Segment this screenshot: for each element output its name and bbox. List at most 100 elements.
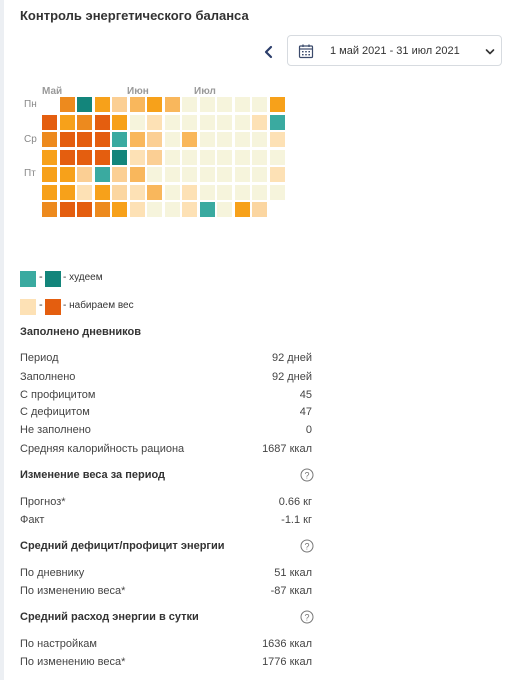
help-icon[interactable]: ? (300, 539, 314, 553)
heatmap-cell[interactable] (182, 184, 197, 200)
heatmap-cell[interactable] (234, 132, 250, 147)
heatmap-cell[interactable] (217, 202, 232, 217)
heatmap-cell[interactable] (59, 132, 75, 147)
heatmap-cell[interactable] (217, 114, 232, 130)
heatmap-cell[interactable] (59, 184, 75, 200)
heatmap-cell[interactable] (59, 149, 75, 165)
heatmap-cell[interactable] (199, 132, 215, 147)
heatmap-cell[interactable] (77, 202, 92, 217)
heatmap-cell[interactable] (269, 97, 285, 112)
heatmap-cell[interactable] (129, 184, 145, 200)
heatmap-cell[interactable] (252, 202, 267, 217)
heatmap-cell[interactable] (77, 114, 92, 130)
heatmap-cell[interactable] (77, 167, 92, 182)
heatmap-cell[interactable] (112, 149, 127, 165)
help-icon[interactable]: ? (300, 468, 314, 482)
heatmap-cell[interactable] (234, 149, 250, 165)
heatmap-cell[interactable] (59, 202, 75, 217)
heatmap-cell[interactable] (112, 97, 127, 112)
heatmap-cell[interactable] (59, 167, 75, 182)
heatmap-cell[interactable] (269, 114, 285, 130)
heatmap-cell[interactable] (217, 132, 232, 147)
heatmap-cell[interactable] (234, 167, 250, 182)
heatmap-cell[interactable] (182, 97, 197, 112)
heatmap-cell[interactable] (164, 149, 180, 165)
heatmap-cell[interactable] (94, 114, 110, 130)
heatmap-cell[interactable] (94, 202, 110, 217)
heatmap-cell[interactable] (252, 167, 267, 182)
heatmap-cell[interactable] (112, 184, 127, 200)
heatmap-cell[interactable] (234, 202, 250, 217)
heatmap-cell[interactable] (164, 97, 180, 112)
heatmap-cell[interactable] (217, 184, 232, 200)
heatmap-cell[interactable] (182, 132, 197, 147)
heatmap-cell[interactable] (94, 184, 110, 200)
heatmap-cell[interactable] (199, 149, 215, 165)
heatmap-cell[interactable] (269, 184, 285, 200)
heatmap-cell[interactable] (94, 97, 110, 112)
heatmap-cell[interactable] (112, 167, 127, 182)
heatmap-cell[interactable] (147, 97, 162, 112)
heatmap-cell[interactable] (147, 149, 162, 165)
heatmap-cell[interactable] (42, 114, 57, 130)
heatmap-cell[interactable] (77, 97, 92, 112)
heatmap-cell[interactable] (129, 114, 145, 130)
heatmap-cell[interactable] (112, 114, 127, 130)
heatmap-cell[interactable] (77, 132, 92, 147)
heatmap-cell[interactable] (42, 132, 57, 147)
heatmap-cell[interactable] (147, 167, 162, 182)
heatmap-cell[interactable] (164, 184, 180, 200)
heatmap-cell[interactable] (199, 114, 215, 130)
heatmap-cell[interactable] (182, 149, 197, 165)
heatmap-cell[interactable] (147, 132, 162, 147)
heatmap-cell[interactable] (234, 114, 250, 130)
prev-period-button[interactable] (262, 44, 276, 60)
heatmap-cell[interactable] (42, 167, 57, 182)
heatmap-cell[interactable] (94, 149, 110, 165)
heatmap-cell[interactable] (164, 132, 180, 147)
heatmap-cell[interactable] (147, 184, 162, 200)
heatmap-cell[interactable] (199, 202, 215, 217)
heatmap-cell[interactable] (182, 167, 197, 182)
heatmap-cell[interactable] (164, 202, 180, 217)
heatmap-cell[interactable] (94, 167, 110, 182)
heatmap-cell[interactable] (269, 149, 285, 165)
heatmap-cell[interactable] (217, 167, 232, 182)
heatmap-cell[interactable] (217, 97, 232, 112)
heatmap-cell[interactable] (182, 202, 197, 217)
heatmap-cell[interactable] (147, 114, 162, 130)
heatmap-cell[interactable] (164, 167, 180, 182)
heatmap-cell[interactable] (269, 167, 285, 182)
heatmap-cell[interactable] (199, 97, 215, 112)
heatmap-cell[interactable] (252, 114, 267, 130)
heatmap-cell[interactable] (112, 132, 127, 147)
heatmap-cell[interactable] (234, 184, 250, 200)
heatmap-cell[interactable] (42, 184, 57, 200)
heatmap-cell[interactable] (59, 97, 75, 112)
heatmap-cell[interactable] (77, 149, 92, 165)
heatmap-cell[interactable] (129, 97, 145, 112)
heatmap-cell[interactable] (182, 114, 197, 130)
heatmap-cell[interactable] (147, 202, 162, 217)
date-range-select[interactable]: 1 май 2021 - 31 июл 2021 (287, 35, 502, 66)
heatmap-cell[interactable] (217, 149, 232, 165)
heatmap-cell[interactable] (129, 167, 145, 182)
heatmap-cell[interactable] (129, 149, 145, 165)
heatmap-cell[interactable] (164, 114, 180, 130)
heatmap-cell[interactable] (94, 132, 110, 147)
heatmap-cell[interactable] (199, 167, 215, 182)
heatmap-cell[interactable] (77, 184, 92, 200)
heatmap-cell[interactable] (42, 202, 57, 217)
heatmap-cell[interactable] (199, 184, 215, 200)
heatmap-cell[interactable] (112, 202, 127, 217)
heatmap-cell[interactable] (234, 97, 250, 112)
heatmap-cell[interactable] (269, 132, 285, 147)
heatmap-cell[interactable] (42, 149, 57, 165)
heatmap-cell[interactable] (129, 132, 145, 147)
heatmap-cell[interactable] (252, 132, 267, 147)
heatmap-cell[interactable] (252, 184, 267, 200)
help-icon[interactable]: ? (300, 610, 314, 624)
heatmap-cell[interactable] (59, 114, 75, 130)
heatmap-cell[interactable] (129, 202, 145, 217)
heatmap-cell[interactable] (252, 149, 267, 165)
